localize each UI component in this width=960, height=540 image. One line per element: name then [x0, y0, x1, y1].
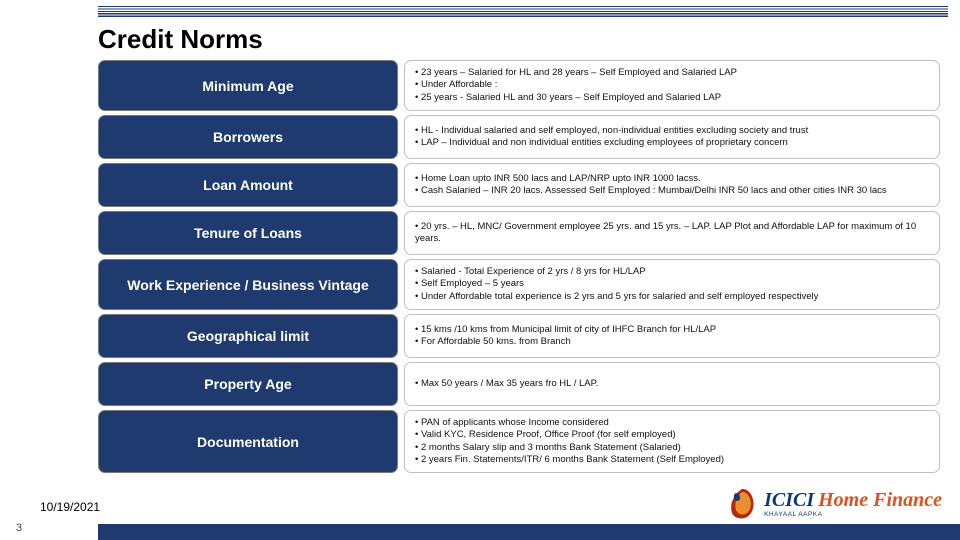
- row-description: • 23 years – Salaried for HL and 28 year…: [404, 60, 940, 111]
- table-row: Loan Amount • Home Loan upto INR 500 lacs…: [98, 163, 940, 207]
- logo-brand2: Home Finance: [818, 490, 942, 510]
- bullet-text: • LAP – Individual and non individual en…: [415, 137, 929, 149]
- row-description: • Salaried - Total Experience of 2 yrs /…: [404, 259, 940, 310]
- page-number: 3: [16, 522, 22, 534]
- row-label: Property Age: [98, 362, 398, 406]
- logo-mark-icon: [726, 488, 758, 520]
- bullet-text: • HL - Individual salaried and self empl…: [415, 125, 929, 137]
- logo-tagline: KHAYAAL AAPKA: [764, 512, 942, 519]
- row-description: • PAN of applicants whose Income conside…: [404, 410, 940, 473]
- row-description: • Max 50 years / Max 35 years fro HL / L…: [404, 362, 940, 406]
- bullet-text: • Salaried - Total Experience of 2 yrs /…: [415, 266, 929, 278]
- row-label: Work Experience / Business Vintage: [98, 259, 398, 310]
- row-label: Geographical limit: [98, 314, 398, 358]
- table-row: Documentation • PAN of applicants whose I…: [98, 410, 940, 473]
- bullet-text: • 20 yrs. – HL, MNC/ Government employee…: [415, 221, 929, 246]
- row-description: • Home Loan upto INR 500 lacs and LAP/NR…: [404, 163, 940, 207]
- row-description: • HL - Individual salaried and self empl…: [404, 115, 940, 159]
- table-row: Borrowers • HL - Individual salaried and …: [98, 115, 940, 159]
- row-label: Documentation: [98, 410, 398, 473]
- bullet-text: • Valid KYC, Residence Proof, Office Pro…: [415, 429, 929, 441]
- row-description: • 15 kms /10 kms from Municipal limit of…: [404, 314, 940, 358]
- bullet-text: • 15 kms /10 kms from Municipal limit of…: [415, 324, 929, 336]
- header-rule: [98, 6, 948, 18]
- bullet-text: • 2 years Fin. Statements/ITR/ 6 months …: [415, 454, 929, 466]
- bullet-text: • Under Affordable total experience is 2…: [415, 291, 929, 303]
- bullet-text: • 2 months Salary slip and 3 months Bank…: [415, 442, 929, 454]
- table-row: Tenure of Loans • 20 yrs. – HL, MNC/ Gove…: [98, 211, 940, 255]
- bullet-text: • PAN of applicants whose Income conside…: [415, 417, 929, 429]
- bullet-text: • Max 50 years / Max 35 years fro HL / L…: [415, 378, 929, 390]
- bullet-text: • 25 years - Salaried HL and 30 years – …: [415, 92, 929, 104]
- table-row: Property Age • Max 50 years / Max 35 year…: [98, 362, 940, 406]
- table-row: Minimum Age • 23 years – Salaried for HL …: [98, 60, 940, 111]
- row-label: Tenure of Loans: [98, 211, 398, 255]
- table-row: Geographical limit • 15 kms /10 kms from …: [98, 314, 940, 358]
- bullet-text: • For Affordable 50 kms. from Branch: [415, 336, 929, 348]
- row-label: Minimum Age: [98, 60, 398, 111]
- table-row: Work Experience / Business Vintage • Sala…: [98, 259, 940, 310]
- logo-brand1: ICICI: [764, 490, 814, 510]
- norms-table: Minimum Age • 23 years – Salaried for HL …: [98, 60, 940, 473]
- page-title: Credit Norms: [98, 24, 263, 55]
- bullet-text: • Self Employed – 5 years: [415, 278, 929, 290]
- logo-text: ICICI Home Finance KHAYAAL AAPKA: [764, 490, 942, 519]
- bullet-text: • 23 years – Salaried for HL and 28 year…: [415, 67, 929, 79]
- bullet-text: • Under Affordable :: [415, 79, 929, 91]
- bullet-text: • Cash Salaried – INR 20 lacs. Assessed …: [415, 185, 929, 197]
- footer-rule: [98, 524, 960, 540]
- bullet-text: • Home Loan upto INR 500 lacs and LAP/NR…: [415, 173, 929, 185]
- brand-logo: ICICI Home Finance KHAYAAL AAPKA: [722, 486, 946, 522]
- row-label: Borrowers: [98, 115, 398, 159]
- row-description: • 20 yrs. – HL, MNC/ Government employee…: [404, 211, 940, 255]
- slide-date: 10/19/2021: [40, 500, 100, 514]
- row-label: Loan Amount: [98, 163, 398, 207]
